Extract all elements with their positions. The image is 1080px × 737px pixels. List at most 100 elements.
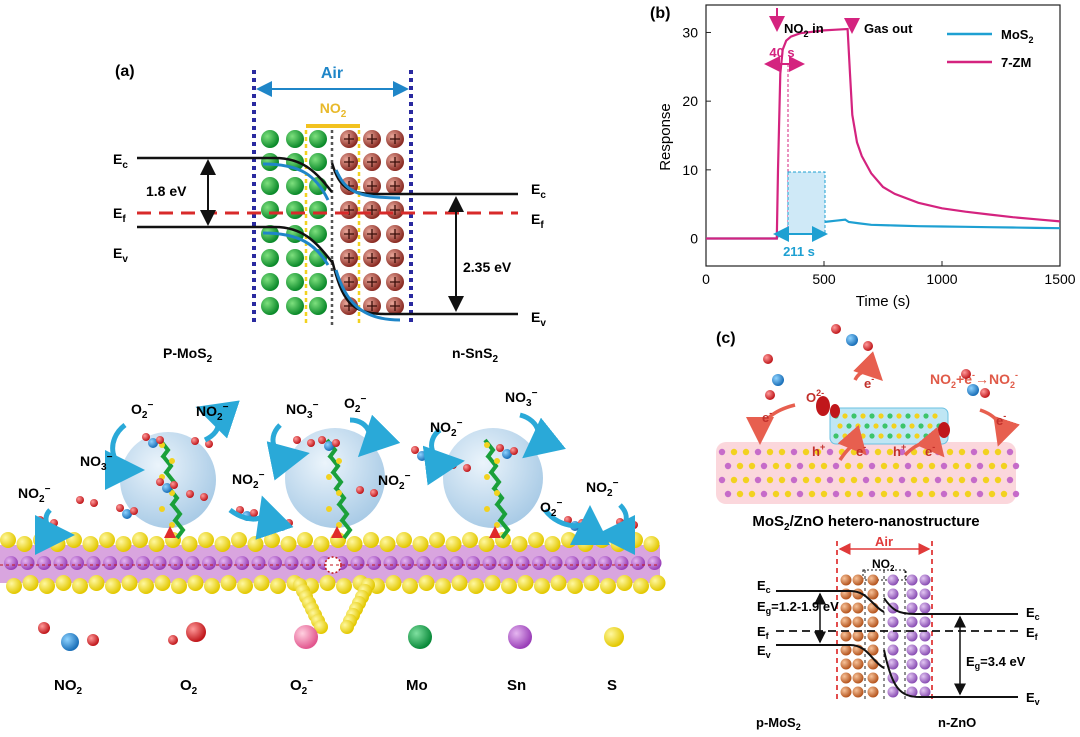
o-atom — [510, 447, 518, 455]
mo-atom — [261, 273, 279, 291]
mo-atom — [309, 153, 327, 171]
o-atom — [332, 439, 340, 447]
o-atom — [142, 433, 150, 441]
sn-atom-sub — [251, 556, 266, 570]
s-atom — [517, 575, 534, 591]
o-atom — [116, 504, 124, 512]
mos2-lattice-atom — [887, 433, 893, 439]
sn-atom-sub — [268, 556, 282, 570]
s-atom — [247, 536, 264, 552]
mo-atom — [309, 273, 327, 291]
mo-flake — [340, 518, 353, 540]
plus-sign — [367, 181, 377, 191]
zno-lattice-atom — [934, 476, 942, 484]
plus-sign — [344, 253, 354, 263]
label-no2-minus-4: NO2− — [378, 471, 411, 492]
mos2-lattice-atom — [905, 413, 911, 419]
heterostructure-caption: MoS2/ZnO hetero-nanostructure — [752, 513, 979, 533]
zno-lattice-atom — [754, 448, 762, 456]
y-tick-label: 0 — [690, 231, 698, 247]
mos2-bubble-3 — [443, 428, 543, 528]
s-atom — [138, 578, 154, 594]
mos2-atom-c — [840, 644, 852, 656]
zno-lattice-atom — [1000, 490, 1008, 498]
mos2-lattice-atom — [869, 413, 875, 419]
legend-o2-atom-2 — [186, 622, 206, 642]
ann-40s: 40 s — [769, 45, 794, 60]
label-no2-minus-1: NO2− — [196, 402, 229, 423]
s-atom — [363, 532, 379, 548]
zno-lattice-atom — [886, 476, 894, 484]
mos2-atom-c — [840, 574, 852, 586]
zno-lattice-atom — [982, 476, 990, 484]
zno-atom-c — [906, 616, 918, 628]
plus-sign — [344, 229, 354, 239]
s-atom — [16, 536, 33, 552]
t90-box-mos2 — [787, 171, 826, 235]
panel-a: (a) Air NO2 Ec Ef Ev Ec Ef Ev — [113, 63, 546, 365]
s-atom — [132, 532, 148, 548]
zno-lattice-atom — [796, 490, 804, 498]
s-atom — [280, 536, 297, 552]
mo-atom — [309, 249, 327, 267]
mo-atom — [261, 249, 279, 267]
mos2-lattice-atom — [864, 423, 870, 429]
zno-lattice-atom — [892, 490, 900, 498]
sn-atom-sub — [466, 556, 480, 570]
mos2-atom-c — [867, 686, 879, 698]
zno-lattice-atom — [868, 462, 876, 470]
label-no2-minus-6: NO2− — [586, 478, 619, 499]
legend-o2-atom-1 — [168, 635, 178, 645]
mos2-lattice-atom — [837, 423, 843, 429]
s-atom — [402, 578, 418, 594]
mos2-lattice-atom — [882, 423, 888, 429]
s-atom — [214, 536, 231, 552]
no2-label-c: NO2 — [872, 557, 895, 573]
mos2-lattice-atom — [914, 413, 920, 419]
zno-lattice-atom — [988, 462, 996, 470]
s-atom — [577, 536, 594, 552]
p-mos2-label: P-MoS2 — [163, 345, 213, 365]
s-dot — [169, 522, 175, 528]
zno-lattice-atom — [994, 476, 1002, 484]
ev-c-left-label: Ev — [757, 643, 771, 660]
mo-flake — [173, 518, 186, 540]
s-atom — [561, 532, 577, 548]
s-dot — [494, 458, 500, 464]
mo-atom — [309, 130, 327, 148]
s-atom — [22, 575, 39, 591]
o-atom — [271, 516, 279, 524]
atom-legend: NO2 O2 O2− Mo Sn S — [38, 622, 624, 697]
plus-sign — [367, 134, 377, 144]
sn-atom-sub — [631, 556, 645, 570]
s-atom — [633, 578, 649, 594]
s-atom — [314, 620, 328, 634]
n-atom — [162, 483, 172, 493]
s-atom — [336, 578, 352, 594]
s-atom — [264, 532, 280, 548]
n-atom — [148, 438, 158, 448]
hole-path-upper — [262, 162, 330, 201]
series-line-7zm — [706, 27, 1061, 240]
n-atom — [122, 509, 132, 519]
zno-lattice-atom — [748, 490, 756, 498]
zno-lattice-atom — [856, 462, 864, 470]
eg-c-left-label: Eg=1.2-1.9 eV — [757, 599, 839, 616]
chart-legend: MoS2 7-ZM — [947, 27, 1033, 70]
mos2-atom-c — [867, 630, 879, 642]
ev-c-right-label: Ev — [1026, 690, 1040, 707]
zno-lattice-atom — [970, 448, 978, 456]
zno-atom-c — [906, 672, 918, 684]
o-atom — [496, 444, 504, 452]
sn-atom-sub — [482, 556, 497, 570]
o2-minus-label: O2- — [806, 388, 824, 405]
red-marker — [331, 526, 343, 538]
s-atom — [154, 575, 171, 591]
s-atom — [385, 575, 402, 591]
legend-label-o2: O2 — [180, 677, 198, 697]
o-atom — [156, 478, 164, 486]
mos2-lattice-atom — [833, 433, 839, 439]
s-atom — [396, 532, 412, 548]
sn-atom-sub — [4, 556, 18, 570]
zno-lattice-atom — [784, 462, 792, 470]
